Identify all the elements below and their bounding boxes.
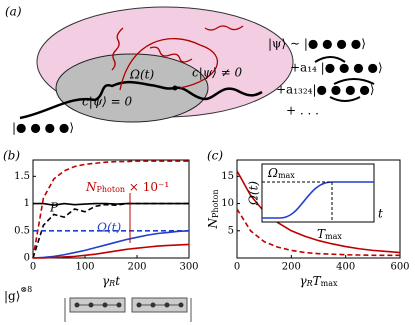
expansion-term: + . . . — [286, 104, 319, 118]
point — [172, 85, 178, 91]
arc — [329, 78, 375, 102]
inset-y-label: Ω(t) — [247, 181, 261, 206]
ground-label-part: |g⟩ — [4, 289, 20, 303]
jump-arrow — [179, 44, 219, 89]
chain-site — [136, 302, 142, 308]
y-axis-label-group: NPhoton — [206, 189, 221, 229]
start-ket: |● ● ● ●⟩ — [12, 121, 74, 135]
outside-label: c|ψ⟩ ≠ 0 — [192, 66, 243, 80]
omega-label: Ω(t) — [129, 68, 154, 82]
inset-x-label: t — [378, 207, 383, 221]
inner-region — [55, 53, 209, 123]
x-tick-label: 0 — [234, 262, 240, 273]
x-axis-label: γRTmax — [299, 274, 338, 289]
jump-arrow — [119, 38, 201, 91]
inset-level-label-part: max — [278, 171, 295, 180]
chain-site — [164, 302, 170, 308]
inset-time-label-part: max — [325, 232, 342, 241]
y-tick-label: 0 — [24, 253, 30, 264]
series-line — [33, 243, 190, 259]
inset-level-label-part: Ω — [267, 166, 278, 180]
inset-frame — [261, 163, 375, 223]
x-axis-label-part: max — [321, 279, 338, 288]
panel-label: (b) — [3, 149, 20, 163]
y-axis-label-part: N — [206, 218, 220, 230]
x-axis-label-part: R — [108, 279, 115, 288]
chain-site — [88, 302, 94, 308]
y-axis-label-part: Photon — [211, 189, 220, 218]
y-tick-label: 0.5 — [14, 225, 30, 236]
inset-y-label-group: Ω(t) — [247, 181, 261, 206]
x-axis-label-part: γ — [102, 274, 110, 288]
chain-site — [74, 302, 80, 308]
inset-time-label: Tmax — [317, 227, 342, 242]
photon-label-part: Photon — [97, 185, 126, 194]
inside-label: c|ψ⟩ = 0 — [82, 95, 133, 109]
series-line — [32, 202, 189, 259]
x-axis-label-part: T — [313, 274, 322, 288]
x-axis-label: γRt — [102, 274, 120, 289]
expansion-term: |ψ⟩ ∼ |● ● ● ●⟩ — [268, 37, 366, 51]
photon-emission — [149, 46, 193, 63]
plot-frame — [32, 159, 190, 259]
chain-site — [178, 302, 184, 308]
x-tick-label: 200 — [127, 262, 146, 273]
p-label: P — [49, 201, 59, 215]
x-tick-label: 100 — [75, 262, 94, 273]
panel-a: (a) Ω(t) c|ψ⟩ = 0 c|ψ⟩ ≠ 0 |● ● ● ●⟩ |ψ⟩… — [5, 5, 383, 135]
trajectory — [19, 80, 263, 120]
photon-emission — [204, 25, 244, 31]
series-line — [32, 160, 189, 259]
inset-time-label-part: T — [317, 227, 326, 241]
panel-label: (a) — [5, 5, 22, 19]
x-tick-label: 300 — [179, 262, 198, 273]
x-tick-label: 400 — [336, 262, 355, 273]
series-line — [236, 208, 400, 257]
inset-level-label: Ωmax — [267, 166, 295, 181]
panel-label: (c) — [207, 149, 223, 163]
x-axis-label-part: γ — [299, 274, 307, 288]
x-tick-label: 0 — [30, 262, 36, 273]
y-tick-label: 1.5 — [14, 171, 30, 182]
y-tick-label: 1 — [24, 198, 30, 209]
chain-strip — [64, 297, 192, 322]
y-axis-label: NPhoton — [206, 189, 221, 229]
photon-label: NPhoton × 10⁻¹ — [85, 180, 169, 195]
chain-site — [102, 302, 108, 308]
photon-emission — [111, 27, 124, 71]
expansion-term: +a₁₃₂₄|● ● ● ●⟩ — [276, 83, 375, 97]
photon-label-part: × 10⁻¹ — [125, 180, 169, 194]
x-tick-label: 200 — [282, 262, 301, 273]
x-axis-label-part: t — [115, 274, 120, 288]
ground-label: |g⟩⊗8 — [4, 285, 32, 303]
omega-label: Ω(t) — [96, 221, 121, 235]
series-line — [32, 229, 190, 259]
x-axis-label-part: R — [306, 279, 313, 288]
chain-site — [116, 302, 122, 308]
arc — [314, 56, 346, 63]
expansion-term: +a₁₄ |● ● ● ●⟩ — [290, 61, 383, 75]
y-tick-label: 10 — [221, 198, 234, 209]
ground-label-part: ⊗8 — [20, 285, 32, 294]
chain-site — [150, 302, 156, 308]
photon-label-part: N — [85, 180, 97, 194]
x-tick-label: 600 — [390, 262, 409, 273]
y-tick-label: 5 — [228, 225, 234, 236]
y-tick-label: 15 — [221, 171, 234, 182]
